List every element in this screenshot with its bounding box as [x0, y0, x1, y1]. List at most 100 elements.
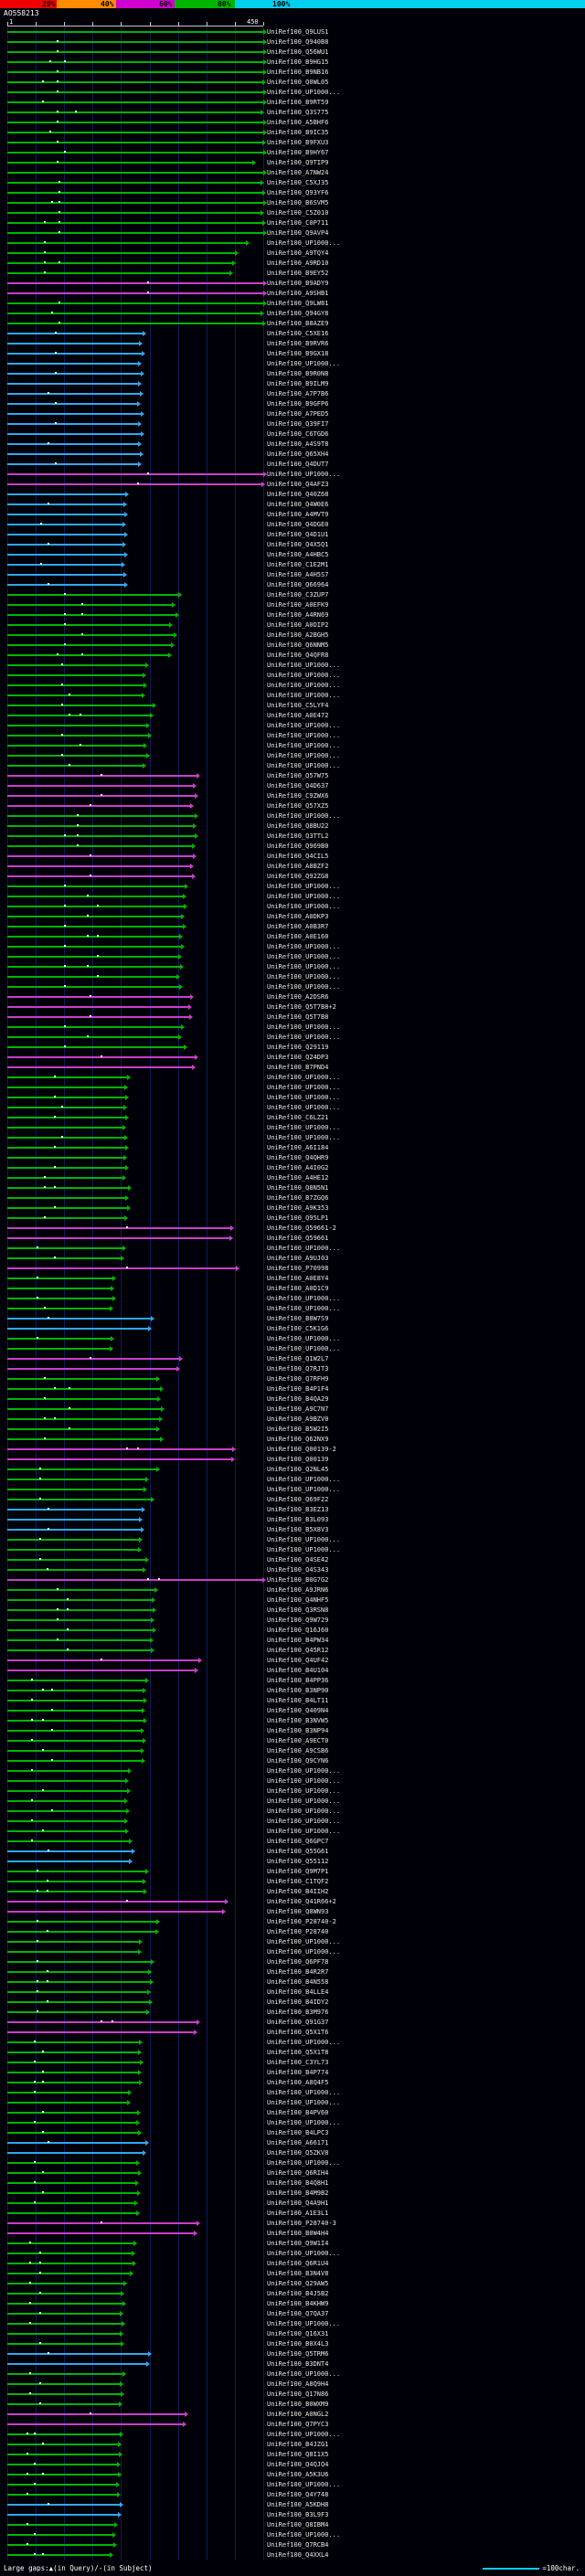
- alignment-row[interactable]: UniRef100_B9HY67: [0, 148, 585, 158]
- alignment-row[interactable]: UniRef100_UP1000...: [0, 2319, 585, 2329]
- hit-label[interactable]: UniRef100_C9ZWX6: [267, 792, 329, 800]
- alignment-bar[interactable]: [7, 2021, 197, 2023]
- alignment-row[interactable]: UniRef100_Q8BU22: [0, 822, 585, 832]
- hit-label[interactable]: UniRef100_A0D1C9: [267, 1285, 329, 1292]
- alignment-row[interactable]: UniRef100_A5BHF6: [0, 118, 585, 128]
- hit-label[interactable]: UniRef100_B4R2R7: [267, 1968, 329, 1976]
- hit-label[interactable]: UniRef100_Q4DGE0: [267, 521, 329, 528]
- alignment-bar[interactable]: [7, 1388, 160, 1390]
- alignment-row[interactable]: UniRef100_A4H5S7: [0, 570, 585, 580]
- hit-label[interactable]: UniRef100_UP1000...: [267, 2481, 341, 2488]
- alignment-bar[interactable]: [7, 996, 191, 998]
- alignment-row[interactable]: UniRef100_Q8N5N1: [0, 1183, 585, 1193]
- alignment-bar[interactable]: [7, 222, 262, 224]
- hit-label[interactable]: UniRef100_A4MVT9: [267, 511, 329, 518]
- alignment-row[interactable]: UniRef100_A0B3R7: [0, 922, 585, 932]
- alignment-row[interactable]: UniRef100_B8W7S9: [0, 1314, 585, 1324]
- alignment-bar[interactable]: [7, 162, 252, 164]
- hit-label[interactable]: UniRef100_UP1000...: [267, 1295, 341, 1302]
- hit-label[interactable]: UniRef100_B9GX18: [267, 350, 329, 357]
- alignment-row[interactable]: UniRef100_A5K3U6: [0, 2470, 585, 2480]
- alignment-row[interactable]: UniRef100_B9ILM9: [0, 379, 585, 389]
- hit-label[interactable]: UniRef100_Q4AFZ3: [267, 481, 329, 488]
- hit-label[interactable]: UniRef100_B3NP94: [267, 1727, 329, 1734]
- hit-label[interactable]: UniRef100_UP1000...: [267, 1034, 341, 1041]
- alignment-bar[interactable]: [7, 1328, 149, 1330]
- alignment-row[interactable]: UniRef100_Q3S775: [0, 108, 585, 118]
- alignment-row[interactable]: UniRef100_Q16J60: [0, 1626, 585, 1636]
- hit-label[interactable]: UniRef100_C0P711: [267, 219, 329, 227]
- alignment-bar[interactable]: [7, 142, 262, 143]
- hit-label[interactable]: UniRef100_Q94GY8: [267, 310, 329, 317]
- hit-label[interactable]: UniRef100_Q9LW81: [267, 300, 329, 307]
- alignment-bar[interactable]: [7, 1147, 126, 1149]
- hit-label[interactable]: UniRef100_Q9W729: [267, 1617, 329, 1624]
- alignment-row[interactable]: UniRef100_Q9TIP9: [0, 158, 585, 168]
- hit-label[interactable]: UniRef100_A4H5S7: [267, 571, 329, 578]
- hit-label[interactable]: UniRef100_B6SVM5: [267, 199, 329, 207]
- alignment-bar[interactable]: [7, 1720, 144, 1722]
- hit-label[interactable]: UniRef100_UP1000...: [267, 1023, 341, 1031]
- hit-label[interactable]: UniRef100_A4HE12: [267, 1174, 329, 1182]
- hit-label[interactable]: UniRef100_UP1000...: [267, 1536, 341, 1543]
- hit-label[interactable]: UniRef100_B4N558: [267, 1978, 329, 1986]
- alignment-bar[interactable]: [7, 192, 262, 194]
- hit-label[interactable]: UniRef100_Q4NHF5: [267, 1596, 329, 1604]
- alignment-bar[interactable]: [7, 1539, 140, 1541]
- alignment-row[interactable]: UniRef100_A7PED5: [0, 409, 585, 419]
- hit-label[interactable]: UniRef100_UP1000...: [267, 2320, 341, 2327]
- alignment-row[interactable]: UniRef100_C5XE16: [0, 329, 585, 339]
- alignment-row[interactable]: UniRef100_B0W4H4: [0, 2229, 585, 2239]
- alignment-bar[interactable]: [7, 1901, 225, 1903]
- alignment-row[interactable]: UniRef100_UP1000...: [0, 470, 585, 480]
- alignment-row[interactable]: UniRef100_Q16X31: [0, 2329, 585, 2339]
- hit-label[interactable]: UniRef100_UP1000...: [267, 722, 341, 729]
- hit-label[interactable]: UniRef100_Q4A9H1: [267, 2200, 329, 2207]
- hit-label[interactable]: UniRef100_Q4D637: [267, 782, 329, 790]
- alignment-row[interactable]: UniRef100_B3DNT4: [0, 2359, 585, 2369]
- alignment-row[interactable]: UniRef100_A1E3L1: [0, 2209, 585, 2219]
- alignment-bar[interactable]: [7, 1911, 223, 1913]
- alignment-row[interactable]: UniRef100_A4HBC5: [0, 550, 585, 560]
- alignment-row[interactable]: UniRef100_Q9LW81: [0, 299, 585, 309]
- hit-label[interactable]: UniRef100_Q55112: [267, 1858, 329, 1865]
- alignment-bar[interactable]: [7, 2403, 119, 2405]
- hit-label[interactable]: UniRef100_B3NP90: [267, 1687, 329, 1694]
- alignment-bar[interactable]: [7, 1991, 148, 1993]
- alignment-row[interactable]: UniRef100_Q91G37: [0, 2018, 585, 2028]
- alignment-row[interactable]: UniRef100_Q29AW5: [0, 2279, 585, 2289]
- alignment-bar[interactable]: [7, 956, 178, 958]
- hit-label[interactable]: UniRef100_Q6R1U4: [267, 2260, 329, 2267]
- alignment-bar[interactable]: [7, 483, 261, 485]
- hit-label[interactable]: UniRef100_UP1000...: [267, 1305, 341, 1312]
- hit-label[interactable]: UniRef100_UP1000...: [267, 662, 341, 669]
- hit-label[interactable]: UniRef100_UP1000...: [267, 239, 341, 247]
- alignment-bar[interactable]: [7, 1680, 145, 1681]
- hit-label[interactable]: UniRef100_A4S9T8: [267, 440, 329, 448]
- alignment-bar[interactable]: [7, 514, 125, 515]
- alignment-row[interactable]: UniRef100_Q5ZKV8: [0, 2148, 585, 2158]
- alignment-bar[interactable]: [7, 674, 144, 676]
- alignment-row[interactable]: UniRef100_A0DKP3: [0, 912, 585, 922]
- hit-label[interactable]: UniRef100_A9K353: [267, 1204, 329, 1212]
- alignment-row[interactable]: UniRef100_UP1000...: [0, 1766, 585, 1776]
- alignment-bar[interactable]: [7, 544, 123, 546]
- alignment-row[interactable]: UniRef100_B6SVM5: [0, 198, 585, 208]
- hit-label[interactable]: UniRef100_A9JRN6: [267, 1586, 329, 1594]
- alignment-row[interactable]: UniRef100_Q45R12: [0, 1646, 585, 1656]
- alignment-row[interactable]: UniRef100_Q4S343: [0, 1565, 585, 1575]
- hit-label[interactable]: UniRef100_UP1000...: [267, 360, 341, 367]
- alignment-row[interactable]: UniRef100_C1E2M1: [0, 560, 585, 570]
- alignment-bar[interactable]: [7, 2323, 122, 2325]
- hit-label[interactable]: UniRef100_Q6RIH4: [267, 2169, 329, 2177]
- alignment-bar[interactable]: [7, 2112, 137, 2114]
- hit-label[interactable]: UniRef100_UP1000...: [267, 471, 341, 478]
- alignment-bar[interactable]: [7, 1277, 113, 1279]
- alignment-row[interactable]: UniRef100_Q409N4: [0, 1706, 585, 1716]
- hit-label[interactable]: UniRef100_Q59661: [267, 1235, 329, 1242]
- alignment-row[interactable]: UniRef100_C5LYF4: [0, 701, 585, 711]
- hit-label[interactable]: UniRef100_B9NB16: [267, 69, 329, 76]
- hit-label[interactable]: UniRef100_UP1000...: [267, 893, 341, 900]
- alignment-bar[interactable]: [7, 1649, 152, 1651]
- alignment-row[interactable]: UniRef100_B3EZ13: [0, 1505, 585, 1515]
